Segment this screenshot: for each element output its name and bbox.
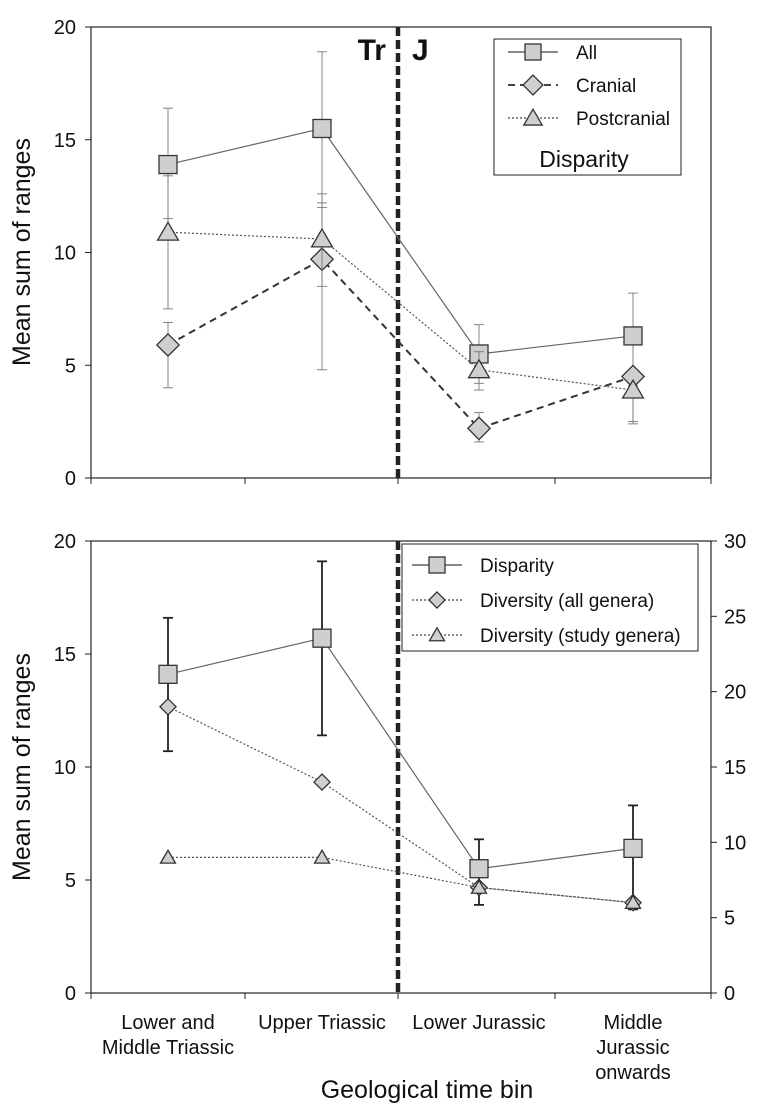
boundary-label-tr: Tr [358, 34, 387, 67]
series-line-postcranial [167, 231, 634, 391]
category-label: Lower and [121, 1012, 214, 1034]
category-labels: Lower and Middle Triassic Upper Triassic Lo… [102, 1012, 671, 1084]
bottom-y-tick-label: 0 [65, 983, 76, 1005]
point-disparity [623, 838, 643, 859]
series-line-disparity [167, 637, 634, 870]
x-axis-label: Geological time bin [321, 1076, 534, 1104]
point-postcranial [156, 221, 180, 241]
bottom-y-tick-label: 20 [54, 531, 76, 553]
bottom-series-group [158, 560, 643, 912]
point-diversity-study-genera [159, 848, 177, 864]
top-y-tick-label: 15 [54, 130, 76, 152]
legend-marker-diversity-study-genera [428, 626, 446, 642]
right-y-tick-label: 25 [724, 606, 746, 628]
right-y-tick-label: 15 [724, 757, 746, 779]
point-diversity-all-genera [313, 773, 331, 792]
point-disparity [312, 628, 332, 648]
point-all [158, 154, 178, 175]
legend-label-disparity: Disparity [480, 556, 554, 577]
category-label: Jurassic [596, 1037, 669, 1059]
legend-marker-diversity-all-genera [428, 591, 446, 609]
top-y-axis-label: Mean sum of ranges [8, 138, 36, 366]
legend-label-diversity-all-genera: Diversity (all genera) [480, 591, 654, 612]
legend-marker-disparity [428, 556, 446, 574]
bottom-y-tick-label: 10 [54, 757, 76, 779]
legend-label-postcranial: Postcranial [576, 109, 670, 130]
point-postcranial [310, 227, 334, 248]
top-y-tick-label: 5 [65, 355, 76, 377]
bottom-y-axis-label: Mean sum of ranges [8, 653, 36, 881]
right-y-tick-label: 5 [724, 908, 735, 930]
right-y-tick-label: 0 [724, 983, 735, 1005]
bottom-y-tick-label: 5 [65, 870, 76, 892]
boundary-label-j: J [412, 34, 429, 67]
series-line-all [167, 127, 634, 355]
legend-label-diversity-study-genera: Diversity (study genera) [480, 626, 681, 647]
series-line-diversity-study-genera [168, 856, 634, 904]
point-cranial [466, 416, 492, 441]
point-diversity-study-genera [313, 848, 331, 864]
bottom-x-ticks [90, 993, 712, 999]
bottom-y-tick-label: 15 [54, 644, 76, 666]
bottom-panel: 0 5 10 15 20 0 5 10 15 20 25 30 Mean sum of ranges… [8, 531, 746, 1104]
point-postcranial [621, 378, 645, 399]
bottom-legend: Disparity Diversity (all genera) Diversity… [401, 543, 699, 652]
right-y-tick-label: 10 [724, 832, 746, 854]
top-y-tick-label: 20 [54, 17, 76, 39]
category-label: Lower Jurassic [412, 1012, 545, 1034]
legend-label-cranial: Cranial [576, 76, 636, 97]
point-postcranial [467, 358, 491, 379]
point-diversity-all-genera [159, 697, 177, 716]
bottom-y2-ticks: 0 5 10 15 20 25 30 [711, 531, 746, 1005]
legend-marker-all [524, 43, 542, 61]
point-all [623, 326, 643, 346]
right-y-tick-label: 30 [724, 531, 746, 553]
top-panel: 0 5 10 15 20 Tr J Mean sum of ranges All Cran… [8, 17, 712, 490]
legend-marker-cranial [522, 74, 544, 96]
top-y-tick-label: 0 [65, 468, 76, 490]
category-label: Middle [604, 1012, 663, 1034]
top-legend-title: Disparity [539, 146, 629, 172]
bottom-y-ticks: 0 5 10 15 20 [54, 531, 91, 1005]
top-series-group [155, 51, 646, 443]
series-line-diversity-all-genera [167, 706, 634, 904]
category-label: Upper Triassic [258, 1012, 386, 1034]
point-disparity [469, 859, 489, 879]
legend-label-all: All [576, 43, 597, 64]
right-y-tick-label: 20 [724, 682, 746, 704]
point-disparity [158, 664, 178, 684]
legend-marker-postcranial [522, 107, 544, 126]
category-label: onwards [595, 1062, 671, 1084]
point-diversity-study-genera [470, 879, 488, 894]
bottom-legend-box [401, 543, 699, 652]
point-all [312, 118, 332, 139]
category-label: Middle Triassic [102, 1037, 234, 1059]
point-cranial [155, 332, 181, 358]
top-y-tick-label: 10 [54, 243, 76, 265]
top-x-ticks [90, 478, 712, 484]
top-legend: All Cranial Postcranial Disparity [493, 38, 682, 176]
top-legend-box [493, 38, 682, 176]
series-line-cranial [167, 258, 634, 430]
point-diversity-study-genera [624, 894, 642, 909]
top-y-ticks: 0 5 10 15 20 [54, 17, 91, 490]
